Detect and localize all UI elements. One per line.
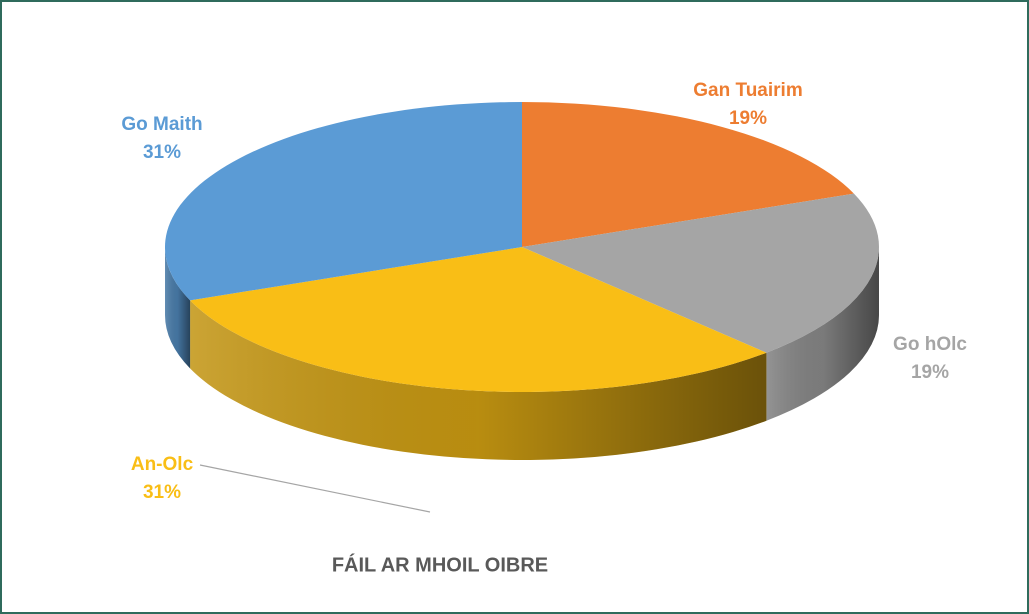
value-label: 19% — [729, 108, 767, 129]
slice — [522, 102, 854, 247]
slice — [190, 247, 767, 392]
value-label: 31% — [143, 482, 181, 503]
value-label: 31% — [143, 142, 181, 163]
slice — [165, 102, 523, 301]
slice-side-shade — [190, 300, 767, 460]
pie — [165, 102, 880, 460]
slice — [522, 193, 879, 353]
chart-title: FÁIL AR MHOIL OIBRE — [332, 553, 548, 576]
category-label: An-Olc — [131, 454, 194, 475]
leader-line — [199, 464, 431, 513]
category-label: Go hOlc — [893, 334, 967, 355]
value-label: 19% — [911, 362, 949, 383]
slice-side-shade — [165, 247, 191, 369]
category-label: Gan Tuairim — [693, 80, 802, 101]
category-label: Go Maith — [121, 114, 202, 135]
slice-side-shade — [766, 247, 880, 421]
